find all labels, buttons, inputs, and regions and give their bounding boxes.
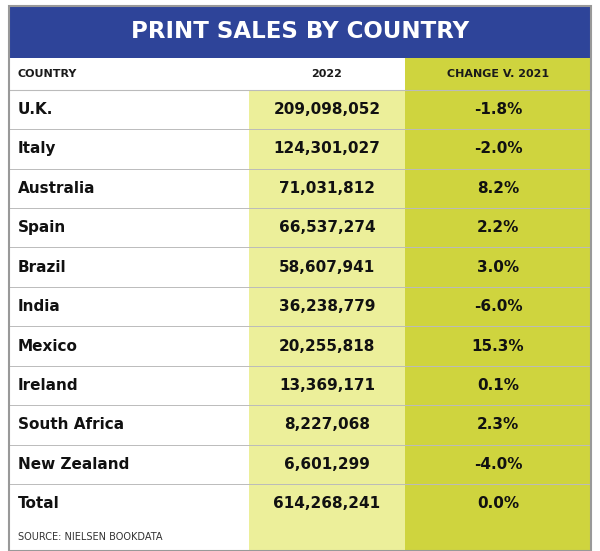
FancyBboxPatch shape [9, 129, 249, 169]
Text: Total: Total [18, 496, 60, 511]
FancyBboxPatch shape [9, 90, 249, 129]
FancyBboxPatch shape [405, 366, 591, 405]
FancyBboxPatch shape [9, 208, 249, 247]
Text: 8,227,068: 8,227,068 [284, 418, 370, 433]
Text: New Zealand: New Zealand [18, 457, 130, 472]
Text: 71,031,812: 71,031,812 [279, 181, 375, 196]
Text: Australia: Australia [18, 181, 95, 196]
FancyBboxPatch shape [249, 169, 405, 208]
Text: -6.0%: -6.0% [473, 299, 523, 314]
FancyBboxPatch shape [405, 484, 591, 523]
FancyBboxPatch shape [249, 129, 405, 169]
FancyBboxPatch shape [9, 6, 591, 58]
FancyBboxPatch shape [249, 366, 405, 405]
Text: 124,301,027: 124,301,027 [274, 142, 380, 156]
Text: Ireland: Ireland [18, 378, 79, 393]
Text: 15.3%: 15.3% [472, 338, 524, 354]
Text: Brazil: Brazil [18, 260, 67, 275]
FancyBboxPatch shape [9, 523, 249, 551]
Text: PRINT SALES BY COUNTRY: PRINT SALES BY COUNTRY [131, 20, 469, 43]
Text: -2.0%: -2.0% [473, 142, 523, 156]
Text: 58,607,941: 58,607,941 [279, 260, 375, 275]
FancyBboxPatch shape [405, 405, 591, 445]
Text: COUNTRY: COUNTRY [18, 69, 77, 79]
FancyBboxPatch shape [9, 405, 249, 445]
FancyBboxPatch shape [249, 326, 405, 366]
FancyBboxPatch shape [405, 90, 591, 129]
FancyBboxPatch shape [405, 326, 591, 366]
FancyBboxPatch shape [405, 208, 591, 247]
Text: 6,601,299: 6,601,299 [284, 457, 370, 472]
Text: U.K.: U.K. [18, 102, 53, 117]
Text: Mexico: Mexico [18, 338, 78, 354]
Text: 2.3%: 2.3% [477, 418, 519, 433]
Text: SOURCE: NIELSEN BOOKDATA: SOURCE: NIELSEN BOOKDATA [18, 532, 163, 542]
Text: 0.1%: 0.1% [477, 378, 519, 393]
FancyBboxPatch shape [405, 129, 591, 169]
FancyBboxPatch shape [249, 287, 405, 326]
FancyBboxPatch shape [405, 523, 591, 551]
Text: 36,238,779: 36,238,779 [279, 299, 375, 314]
Text: 20,255,818: 20,255,818 [279, 338, 375, 354]
Text: -1.8%: -1.8% [474, 102, 522, 117]
FancyBboxPatch shape [249, 445, 405, 484]
FancyBboxPatch shape [9, 366, 249, 405]
Text: 66,537,274: 66,537,274 [278, 220, 376, 235]
FancyBboxPatch shape [405, 287, 591, 326]
FancyBboxPatch shape [405, 247, 591, 287]
FancyBboxPatch shape [9, 326, 249, 366]
Text: 0.0%: 0.0% [477, 496, 519, 511]
FancyBboxPatch shape [249, 484, 405, 523]
Text: 614,268,241: 614,268,241 [274, 496, 380, 511]
FancyBboxPatch shape [249, 247, 405, 287]
Text: 2.2%: 2.2% [477, 220, 519, 235]
Text: 3.0%: 3.0% [477, 260, 519, 275]
FancyBboxPatch shape [405, 58, 591, 90]
FancyBboxPatch shape [405, 169, 591, 208]
FancyBboxPatch shape [9, 287, 249, 326]
FancyBboxPatch shape [9, 169, 249, 208]
Text: India: India [18, 299, 61, 314]
FancyBboxPatch shape [249, 405, 405, 445]
Text: CHANGE V. 2021: CHANGE V. 2021 [447, 69, 549, 79]
Text: South Africa: South Africa [18, 418, 124, 433]
FancyBboxPatch shape [9, 247, 249, 287]
FancyBboxPatch shape [405, 445, 591, 484]
FancyBboxPatch shape [249, 523, 405, 551]
Text: 209,098,052: 209,098,052 [274, 102, 380, 117]
Text: Italy: Italy [18, 142, 56, 156]
FancyBboxPatch shape [9, 58, 591, 90]
Text: -4.0%: -4.0% [474, 457, 522, 472]
Text: 8.2%: 8.2% [477, 181, 519, 196]
Text: 2022: 2022 [311, 69, 343, 79]
FancyBboxPatch shape [9, 484, 249, 523]
FancyBboxPatch shape [249, 208, 405, 247]
Text: 13,369,171: 13,369,171 [279, 378, 375, 393]
FancyBboxPatch shape [249, 90, 405, 129]
Text: Spain: Spain [18, 220, 66, 235]
FancyBboxPatch shape [9, 445, 249, 484]
